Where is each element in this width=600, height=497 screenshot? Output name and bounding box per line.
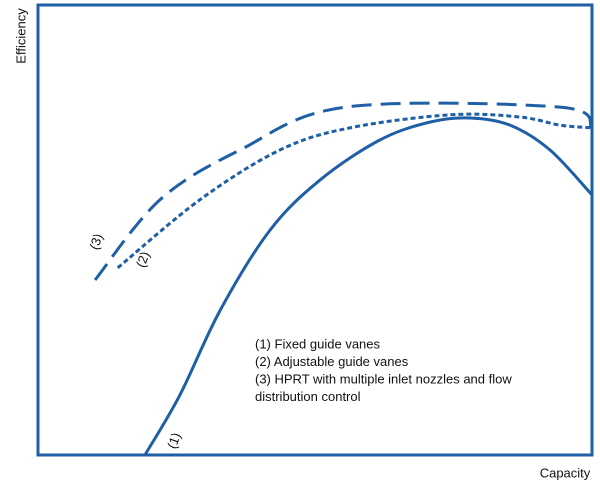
series-line [116, 112, 593, 269]
x-axis-label: Capacity [540, 465, 591, 480]
y-axis-label: Efficiency [13, 8, 28, 64]
annotation: (1) Fixed guide vanes [255, 336, 381, 351]
series-line [93, 101, 594, 281]
annotation: (3) HPRT with multiple inlet nozzles and… [255, 371, 512, 386]
series-line [143, 116, 594, 456]
plot-frame [36, 3, 594, 457]
series-label: (1) [164, 431, 184, 451]
annotation: distribution control [255, 389, 361, 404]
series-label: (3) [86, 232, 106, 252]
series-label: (2) [133, 249, 153, 269]
annotation: (2) Adjustable guide vanes [255, 354, 409, 369]
